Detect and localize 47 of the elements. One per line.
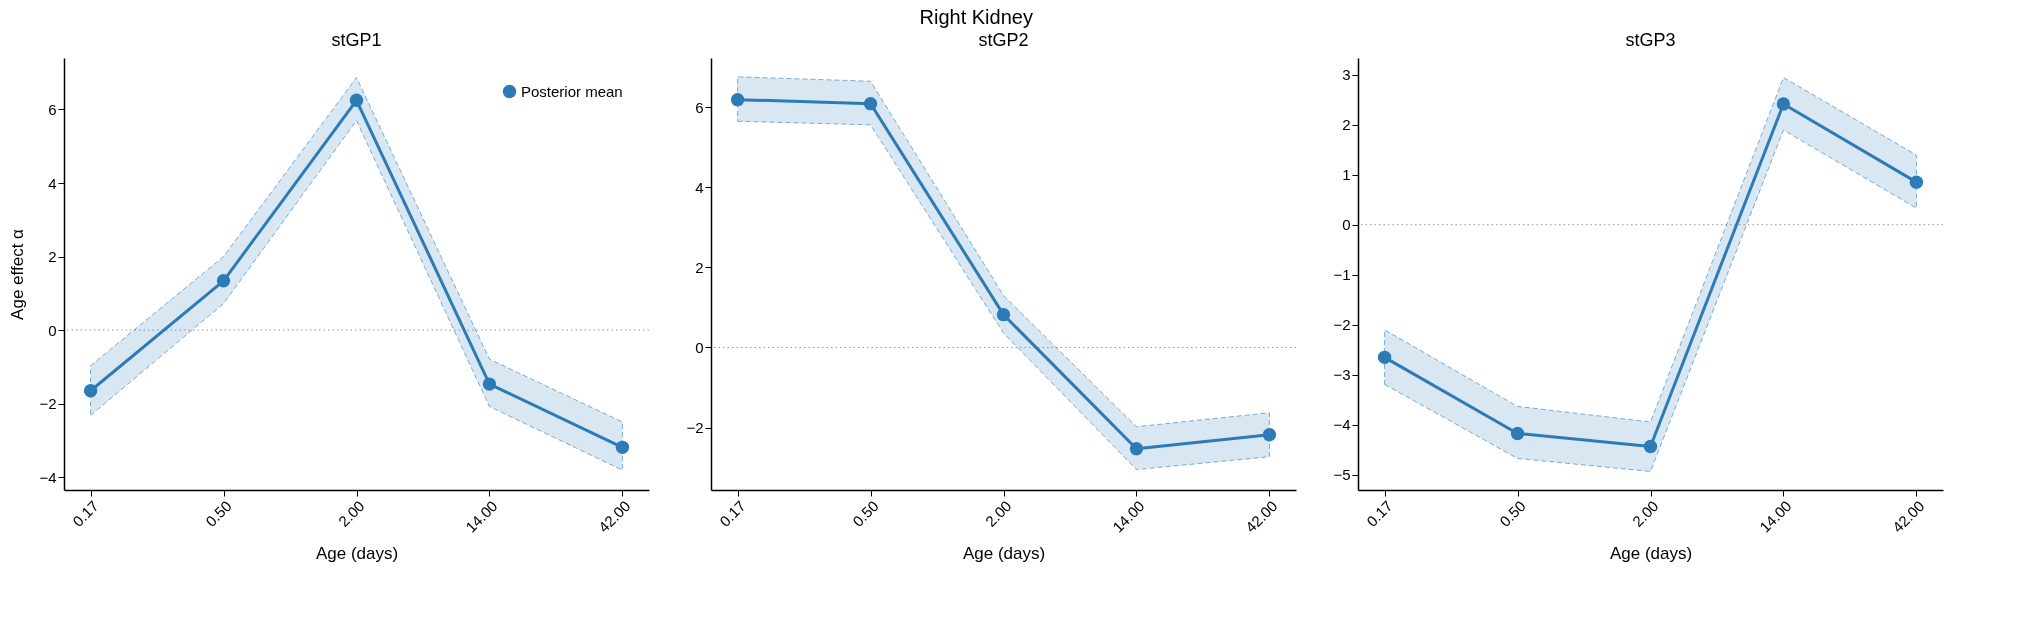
point — [996, 307, 1011, 322]
point — [1909, 175, 1924, 189]
point — [1643, 439, 1658, 454]
y-tick-label: 2 — [48, 248, 57, 266]
point — [216, 274, 231, 288]
y-tick-label: 6 — [48, 100, 57, 118]
y-tick-label: −4 — [1333, 416, 1351, 434]
y-tick-label: −2 — [1333, 316, 1351, 334]
point — [349, 93, 364, 107]
text: Right Kidney — [919, 6, 1033, 28]
chart-title: stGP2 — [978, 30, 1029, 50]
point — [1510, 426, 1525, 441]
x-tick-label: 0.50 — [1495, 497, 1529, 530]
y-tick-label: −4 — [39, 468, 57, 486]
y-tick-label: 6 — [695, 98, 704, 116]
y-tick-label: −5 — [1333, 466, 1351, 484]
point — [482, 377, 497, 391]
point — [863, 96, 878, 111]
legend-label: Posterior mean — [521, 82, 623, 100]
point — [1377, 350, 1392, 365]
y-tick-label: 4 — [695, 178, 704, 196]
x-axis-title: Age (days) — [962, 543, 1046, 563]
x-axis-title: Age (days) — [1609, 543, 1693, 563]
point — [83, 384, 98, 398]
x-tick-label: 0.50 — [201, 497, 235, 530]
y-tick-label: 3 — [1342, 66, 1351, 84]
y-tick-label: −3 — [1333, 366, 1351, 384]
point — [1776, 97, 1791, 111]
y-tick-label: −2 — [686, 419, 704, 437]
y-tick-label: 2 — [695, 258, 704, 276]
y-tick-label: 1 — [1342, 166, 1351, 184]
y-tick-label: 0 — [695, 338, 704, 356]
chart-title: stGP3 — [1625, 30, 1676, 50]
y-tick-label: 4 — [48, 174, 57, 192]
x-tick-label: 0.50 — [848, 497, 882, 530]
point — [615, 440, 630, 455]
x-axis-title: Age (days) — [315, 543, 399, 563]
y-tick-label: −2 — [39, 395, 57, 413]
point — [1262, 428, 1277, 442]
point — [1129, 442, 1144, 456]
y-tick-label: 0 — [48, 321, 57, 339]
y-tick-label: 2 — [1342, 116, 1351, 134]
point — [730, 92, 745, 107]
y-axis-title: Age effect α — [8, 228, 28, 320]
y-tick-label: −1 — [1333, 266, 1351, 284]
chart-title: stGP1 — [331, 30, 382, 50]
y-tick-label: 0 — [1342, 216, 1351, 234]
